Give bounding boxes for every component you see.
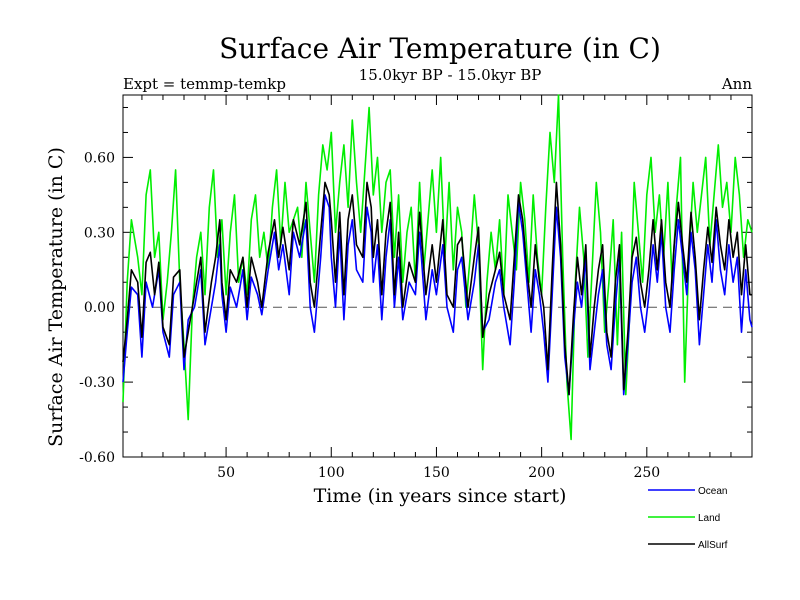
experiment-label: Expt = temmp-temkp	[123, 75, 286, 93]
series-line-ocean	[122, 194, 753, 396]
y-tick-label: 0.60	[84, 150, 115, 166]
x-tick-label: 200	[528, 465, 555, 481]
x-tick-label: 50	[217, 465, 235, 481]
y-tick-label: 0.30	[84, 225, 115, 241]
series-line-land	[122, 94, 753, 441]
legend-label-allsurf: AllSurf	[698, 540, 728, 551]
plot-frame	[122, 94, 753, 458]
x-tick-label: 100	[318, 465, 345, 481]
period-label: Ann	[721, 75, 752, 93]
chart-title: Surface Air Temperature (in C)	[219, 32, 661, 65]
legend-label-land: Land	[698, 513, 720, 524]
y-axis-label: Surface Air Temperature (in C)	[45, 147, 67, 447]
axis-ticks: 50 100 150 200 250 -0.60 -0.30 0.00 0.30 0.60	[79, 95, 752, 481]
series-lines	[122, 94, 753, 441]
x-tick-label: 150	[423, 465, 450, 481]
series-line-allsurf	[122, 181, 752, 396]
y-tick-label: -0.30	[79, 375, 115, 391]
legend-label-ocean: Ocean	[698, 486, 727, 497]
y-tick-label: 0.00	[84, 300, 115, 316]
y-tick-label: -0.60	[79, 450, 115, 466]
legend: Ocean Land AllSurf	[648, 486, 728, 551]
chart-subtitle: 15.0kyr BP - 15.0kyr BP	[359, 66, 542, 84]
x-tick-label: 250	[633, 465, 660, 481]
x-axis-label: Time (in years since start)	[314, 485, 567, 507]
